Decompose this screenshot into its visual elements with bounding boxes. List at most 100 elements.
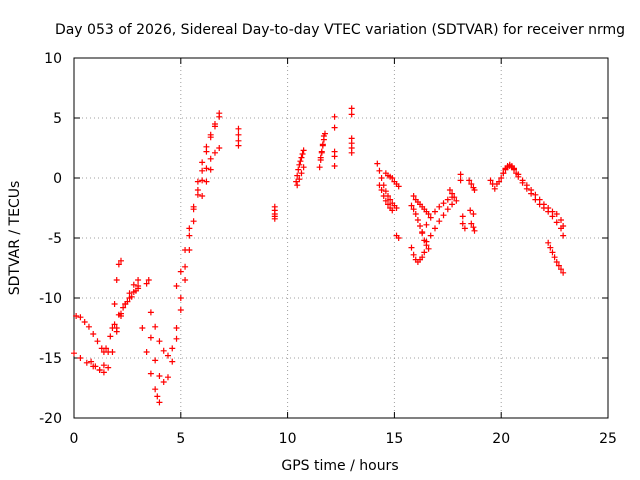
data-point bbox=[152, 357, 159, 364]
data-point bbox=[498, 175, 505, 181]
series-arc-5 bbox=[143, 277, 152, 287]
data-point bbox=[203, 178, 210, 185]
data-point bbox=[100, 369, 107, 376]
data-point bbox=[549, 213, 556, 220]
x-tick-label: 20 bbox=[492, 431, 510, 447]
data-point bbox=[71, 350, 77, 357]
data-point bbox=[77, 314, 84, 321]
data-point bbox=[147, 370, 154, 377]
data-point bbox=[115, 261, 122, 268]
data-point bbox=[156, 373, 163, 379]
series-arc-17 bbox=[331, 113, 338, 169]
data-point bbox=[528, 190, 535, 197]
data-point bbox=[545, 208, 552, 215]
data-point bbox=[182, 263, 189, 270]
data-point bbox=[160, 347, 167, 354]
data-point bbox=[459, 213, 466, 220]
data-point bbox=[560, 232, 567, 239]
data-point bbox=[300, 147, 307, 154]
data-point bbox=[207, 155, 214, 162]
data-point bbox=[489, 181, 496, 187]
data-point bbox=[331, 153, 338, 160]
data-point bbox=[173, 335, 180, 342]
data-point bbox=[536, 201, 543, 208]
data-point bbox=[389, 207, 396, 214]
series-arc-9 bbox=[173, 145, 223, 289]
y-tick-label: -15 bbox=[39, 351, 62, 367]
data-point bbox=[321, 130, 328, 137]
data-point bbox=[467, 207, 474, 214]
data-point bbox=[177, 295, 184, 301]
x-tick-label: 0 bbox=[70, 431, 79, 447]
data-point bbox=[103, 345, 110, 352]
series-arc-23 bbox=[408, 244, 428, 265]
data-point bbox=[320, 136, 327, 143]
data-point bbox=[299, 151, 306, 157]
data-point bbox=[164, 352, 171, 359]
data-point bbox=[156, 338, 163, 345]
data-point bbox=[207, 131, 214, 138]
data-point bbox=[152, 386, 159, 393]
data-point bbox=[194, 187, 201, 193]
data-point bbox=[348, 149, 355, 156]
data-point bbox=[348, 111, 355, 118]
data-point bbox=[384, 201, 391, 208]
data-point bbox=[444, 206, 451, 213]
data-point bbox=[113, 325, 120, 331]
data-point bbox=[73, 313, 80, 319]
data-point bbox=[449, 190, 456, 197]
data-point bbox=[395, 183, 402, 190]
series-arc-32 bbox=[467, 207, 477, 217]
data-point bbox=[177, 268, 184, 275]
data-point bbox=[378, 175, 385, 181]
data-point bbox=[558, 266, 565, 273]
data-point bbox=[199, 177, 206, 184]
data-point bbox=[169, 345, 176, 352]
grid-lines bbox=[74, 58, 608, 418]
y-tick-labels: -20 -15 -10 -5 0 5 10 bbox=[39, 51, 62, 427]
data-point bbox=[440, 212, 447, 219]
series-arc-21 bbox=[382, 170, 402, 190]
data-point bbox=[331, 163, 338, 169]
data-point bbox=[83, 359, 90, 366]
data-point bbox=[382, 188, 389, 195]
series-arc-31 bbox=[468, 220, 478, 234]
data-point bbox=[551, 254, 558, 261]
data-point bbox=[235, 142, 242, 149]
data-point bbox=[408, 244, 415, 251]
series-arc-33 bbox=[493, 161, 567, 229]
data-point bbox=[389, 175, 396, 181]
data-point bbox=[421, 249, 428, 256]
data-point bbox=[94, 338, 101, 345]
data-point bbox=[466, 177, 473, 184]
data-point bbox=[461, 225, 468, 232]
series-arc-16 bbox=[317, 130, 328, 161]
data-point bbox=[156, 399, 163, 406]
data-point bbox=[446, 187, 453, 193]
data-point bbox=[135, 277, 142, 283]
data-point bbox=[436, 203, 443, 210]
data-point bbox=[173, 325, 180, 331]
data-point bbox=[190, 218, 197, 225]
data-point bbox=[470, 224, 477, 231]
data-point bbox=[348, 105, 355, 112]
data-point bbox=[297, 158, 304, 165]
data-point bbox=[470, 211, 477, 217]
series-arc-10 bbox=[199, 166, 214, 199]
data-point bbox=[553, 211, 560, 217]
data-point bbox=[90, 331, 97, 337]
data-point bbox=[540, 205, 547, 211]
series-arc-6 bbox=[139, 325, 163, 406]
data-point bbox=[453, 197, 460, 204]
data-point bbox=[393, 205, 400, 211]
data-point bbox=[88, 358, 95, 365]
data-point bbox=[107, 333, 114, 340]
series-arc-24 bbox=[408, 202, 432, 252]
x-tick-label: 5 bbox=[176, 431, 185, 447]
data-point bbox=[295, 166, 302, 173]
data-point bbox=[186, 225, 193, 232]
data-point bbox=[296, 161, 303, 168]
data-point bbox=[318, 148, 325, 155]
data-point bbox=[547, 244, 554, 251]
data-point bbox=[126, 295, 133, 301]
